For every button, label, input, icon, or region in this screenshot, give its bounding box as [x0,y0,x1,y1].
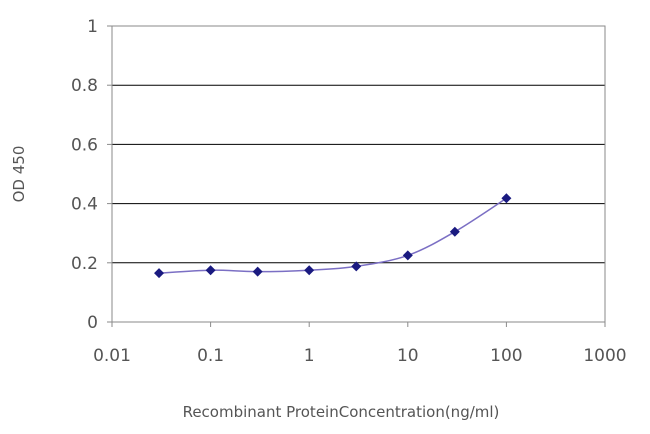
x-tick-label: 0.1 [197,346,224,366]
data-point-marker [501,193,512,204]
plot-frame [111,25,606,323]
x-axis-title: Recombinant ProteinConcentration(ng/ml) [183,403,500,421]
x-tick-label: 1000 [583,346,626,366]
y-tick-label: 0.6 [71,135,98,155]
y-tick-label: 1 [87,17,98,37]
y-tick-label: 0.8 [71,76,98,96]
y-axis-title: OD 450 [10,146,28,203]
x-tick-label: 1 [304,346,315,366]
data-point-marker [351,261,362,272]
x-tick-label: 10 [397,346,419,366]
x-axis-ticks: 0.01 0.1 1 10 100 1000 [93,322,627,366]
x-tick-label: 0.01 [93,346,131,366]
data-point-marker [154,268,165,279]
y-tick-label: 0.2 [71,254,98,274]
y-axis-ticks: 0 0.2 0.4 0.6 0.8 1 [71,17,112,333]
data-point-marker [402,250,413,261]
gridlines [112,84,605,264]
y-tick-label: 0 [87,313,98,333]
x-tick-label: 100 [490,346,522,366]
data-point-marker [252,266,263,277]
y-tick-label: 0.4 [71,195,98,215]
data-points [154,193,512,279]
data-point-marker [304,265,315,276]
data-point-marker [449,226,460,237]
data-point-marker [205,265,216,276]
